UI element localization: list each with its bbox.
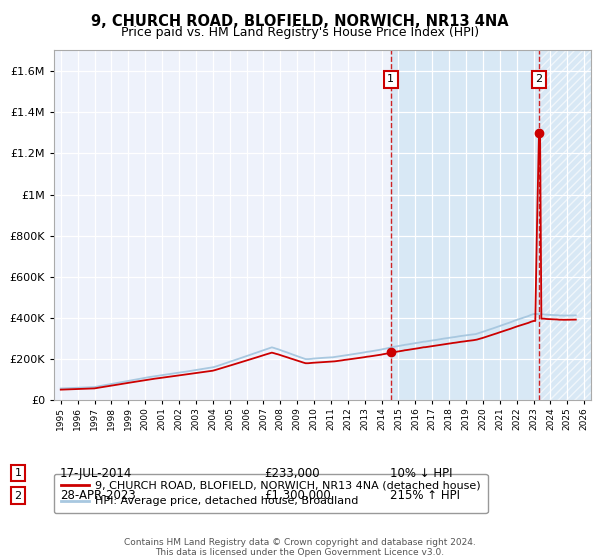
Text: £233,000: £233,000 <box>264 466 320 480</box>
Text: 10% ↓ HPI: 10% ↓ HPI <box>390 466 452 480</box>
Bar <box>391 50 539 400</box>
Bar <box>539 50 591 400</box>
Text: 2: 2 <box>535 74 542 84</box>
Text: 17-JUL-2014: 17-JUL-2014 <box>60 466 133 480</box>
Text: 28-APR-2023: 28-APR-2023 <box>60 489 136 502</box>
Text: 215% ↑ HPI: 215% ↑ HPI <box>390 489 460 502</box>
Text: 1: 1 <box>14 468 22 478</box>
Text: Price paid vs. HM Land Registry's House Price Index (HPI): Price paid vs. HM Land Registry's House … <box>121 26 479 39</box>
Text: Contains HM Land Registry data © Crown copyright and database right 2024.
This d: Contains HM Land Registry data © Crown c… <box>124 538 476 557</box>
Bar <box>539 50 591 400</box>
Text: 1: 1 <box>387 74 394 84</box>
Legend: 9, CHURCH ROAD, BLOFIELD, NORWICH, NR13 4NA (detached house), HPI: Average price: 9, CHURCH ROAD, BLOFIELD, NORWICH, NR13 … <box>54 474 488 513</box>
Text: 2: 2 <box>14 491 22 501</box>
Text: 9, CHURCH ROAD, BLOFIELD, NORWICH, NR13 4NA: 9, CHURCH ROAD, BLOFIELD, NORWICH, NR13 … <box>91 14 509 29</box>
Text: £1,300,000: £1,300,000 <box>264 489 331 502</box>
